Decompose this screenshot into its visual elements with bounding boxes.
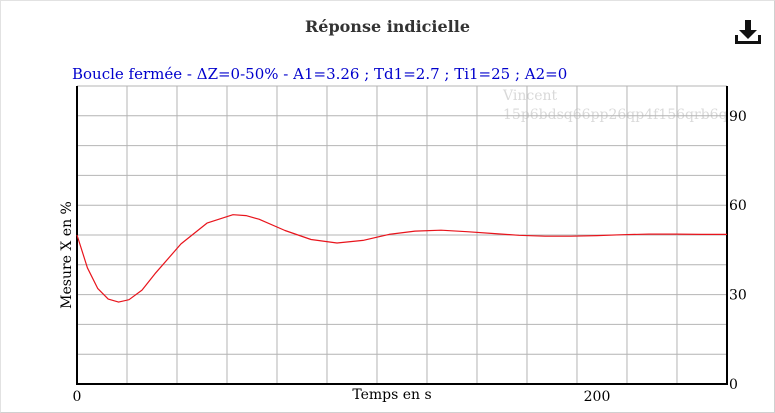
watermark-line-1: Vincent bbox=[503, 88, 558, 104]
x-tick-label-200: 200 bbox=[584, 389, 611, 405]
watermark-line-2: 15p6bdsq66pp26qp4f156qrb6q bbox=[503, 107, 728, 123]
x-tick-label-0: 0 bbox=[73, 389, 82, 405]
chart-title: Réponse indicielle bbox=[304, 17, 471, 36]
y-tick-label-30: 30 bbox=[729, 288, 747, 304]
series-line-1 bbox=[76, 214, 727, 303]
download-icon[interactable] bbox=[735, 20, 761, 44]
x-axis-label: Temps en s bbox=[352, 387, 431, 403]
chart-subtitle: Boucle fermée - ΔZ=0-50% - A1=3.26 ; Td1… bbox=[72, 65, 568, 83]
y-axis-label: Mesure X en % bbox=[59, 201, 75, 309]
y-tick-label-90: 90 bbox=[729, 109, 747, 125]
y-tick-label-60: 60 bbox=[729, 198, 747, 214]
y-tick-label-0: 0 bbox=[729, 377, 738, 393]
watermark: Vincent 15p6bdsq66pp26qp4f156qrb6q bbox=[503, 87, 728, 125]
